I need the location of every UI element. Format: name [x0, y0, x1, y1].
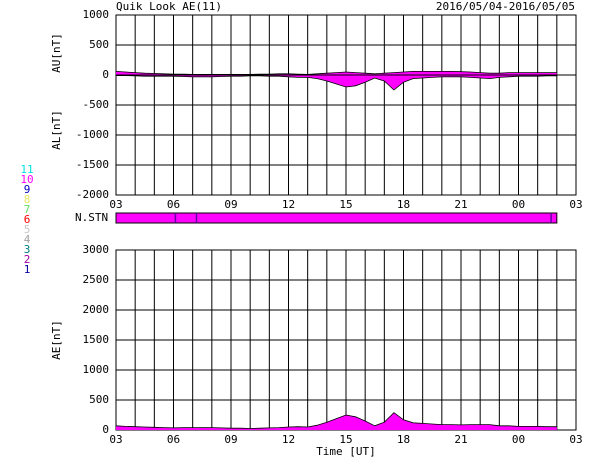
x-tick-label: 03: [569, 198, 582, 211]
station-legend: 5: [24, 223, 31, 236]
x-tick-label: 21: [454, 198, 467, 211]
y-tick-label: 500: [89, 393, 109, 406]
line: [116, 75, 557, 91]
x-tick-label: 06: [167, 433, 180, 446]
y-tick-label: 2500: [83, 273, 110, 286]
area: [116, 75, 557, 90]
y-tick-label: 1500: [83, 333, 110, 346]
station-label: N.STN: [75, 211, 108, 224]
x-tick-label: 09: [224, 198, 237, 211]
x-tick-label: 03: [569, 433, 582, 446]
chart-title: Quik Look AE(11): [116, 0, 222, 13]
y-tick-label: -1500: [76, 158, 109, 171]
x-tick-label: 00: [512, 433, 525, 446]
y-axis-label: AU[nT]: [50, 33, 63, 73]
x-tick-label: 18: [397, 433, 410, 446]
x-tick-label: 21: [454, 433, 467, 446]
x-tick-label: 06: [167, 198, 180, 211]
station-legend: 7: [24, 203, 31, 216]
station-legend: 6: [24, 213, 31, 226]
station-legend: 1: [24, 263, 31, 276]
x-tick-label: 09: [224, 433, 237, 446]
y-tick-label: 1000: [83, 363, 110, 376]
station-legend: 11: [20, 163, 33, 176]
y-tick-label: 500: [89, 38, 109, 51]
line: [115, 71, 557, 75]
y-tick-label: 0: [102, 68, 109, 81]
station-legend: 8: [24, 193, 31, 206]
x-axis-label: Time [UT]: [316, 445, 376, 458]
area: [116, 412, 557, 430]
y-tick-label: 2000: [83, 303, 110, 316]
x-tick-label: 00: [512, 198, 525, 211]
x-tick-label: 03: [109, 433, 122, 446]
x-tick-label: 15: [339, 433, 352, 446]
x-tick-label: 12: [282, 433, 295, 446]
station-legend: 10: [20, 173, 33, 186]
y-tick-label: 1000: [83, 8, 110, 21]
x-tick-label: 12: [282, 198, 295, 211]
date-range: 2016/05/04-2016/05/05: [436, 0, 575, 13]
x-tick-label: 18: [397, 198, 410, 211]
station-legend: 2: [24, 253, 31, 266]
y-axis-label: AE[nT]: [50, 320, 63, 360]
x-tick-label: 15: [339, 198, 352, 211]
station-legend: 3: [24, 243, 31, 256]
station-legend: 4: [24, 233, 31, 246]
y-tick-label: 3000: [83, 243, 110, 256]
line: [115, 412, 557, 429]
y-tick-label: -500: [83, 98, 110, 111]
area: [116, 71, 557, 75]
station-legend: 9: [24, 183, 31, 196]
y-tick-label: -1000: [76, 128, 109, 141]
station-bar: [115, 212, 558, 224]
y-tick-label: 0: [102, 423, 109, 436]
y-axis-label: AL[nT]: [50, 110, 63, 150]
y-tick-label: -2000: [76, 188, 109, 201]
x-tick-label: 03: [109, 198, 122, 211]
